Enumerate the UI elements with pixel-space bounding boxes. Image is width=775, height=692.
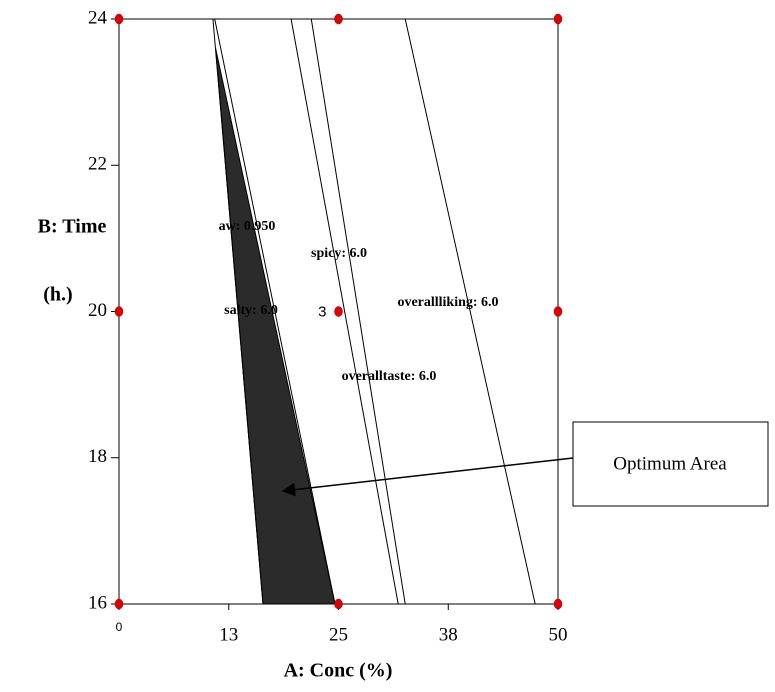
contour-label: overalltaste: 6.0 — [342, 369, 437, 384]
x-tick-label: 50 — [549, 624, 568, 645]
design-point — [554, 14, 562, 24]
contour-label: aw: 0.950 — [219, 219, 276, 234]
y-tick-label: 22 — [88, 154, 107, 175]
design-point — [335, 599, 343, 609]
y-axis-title: (h.) — [43, 284, 72, 306]
replicate-count: 3 — [318, 303, 326, 320]
design-point — [115, 599, 123, 609]
y-tick-label: 20 — [88, 300, 107, 321]
y-tick-label: 16 — [88, 592, 107, 613]
y-tick-label: 18 — [88, 446, 107, 467]
x-tick-label: 25 — [329, 624, 348, 645]
x-tick-label: 13 — [219, 624, 238, 645]
y-tick-label: 24 — [88, 7, 108, 28]
x-tick-label: 38 — [439, 624, 458, 645]
contour-line — [405, 19, 535, 604]
annotation-text: Optimum Area — [613, 453, 727, 474]
y-axis-title: B: Time — [38, 216, 107, 238]
design-point — [115, 14, 123, 24]
contour-label: overallliking: 6.0 — [397, 295, 498, 310]
design-point — [554, 599, 562, 609]
x-axis-title: A: Conc (%) — [284, 660, 393, 682]
design-point — [115, 307, 123, 317]
annotation-arrow — [283, 458, 573, 491]
contour-label: salty: 6.0 — [224, 303, 278, 318]
x-tick-label: 0 — [116, 620, 123, 634]
design-point — [335, 14, 343, 24]
contour-label: spicy: 6.0 — [311, 246, 367, 261]
optimum-area — [216, 48, 335, 604]
chart: A: Conc (%) B: Time (h.) Optimum Area 01… — [0, 0, 775, 692]
design-point — [335, 307, 343, 317]
design-point — [554, 307, 562, 317]
